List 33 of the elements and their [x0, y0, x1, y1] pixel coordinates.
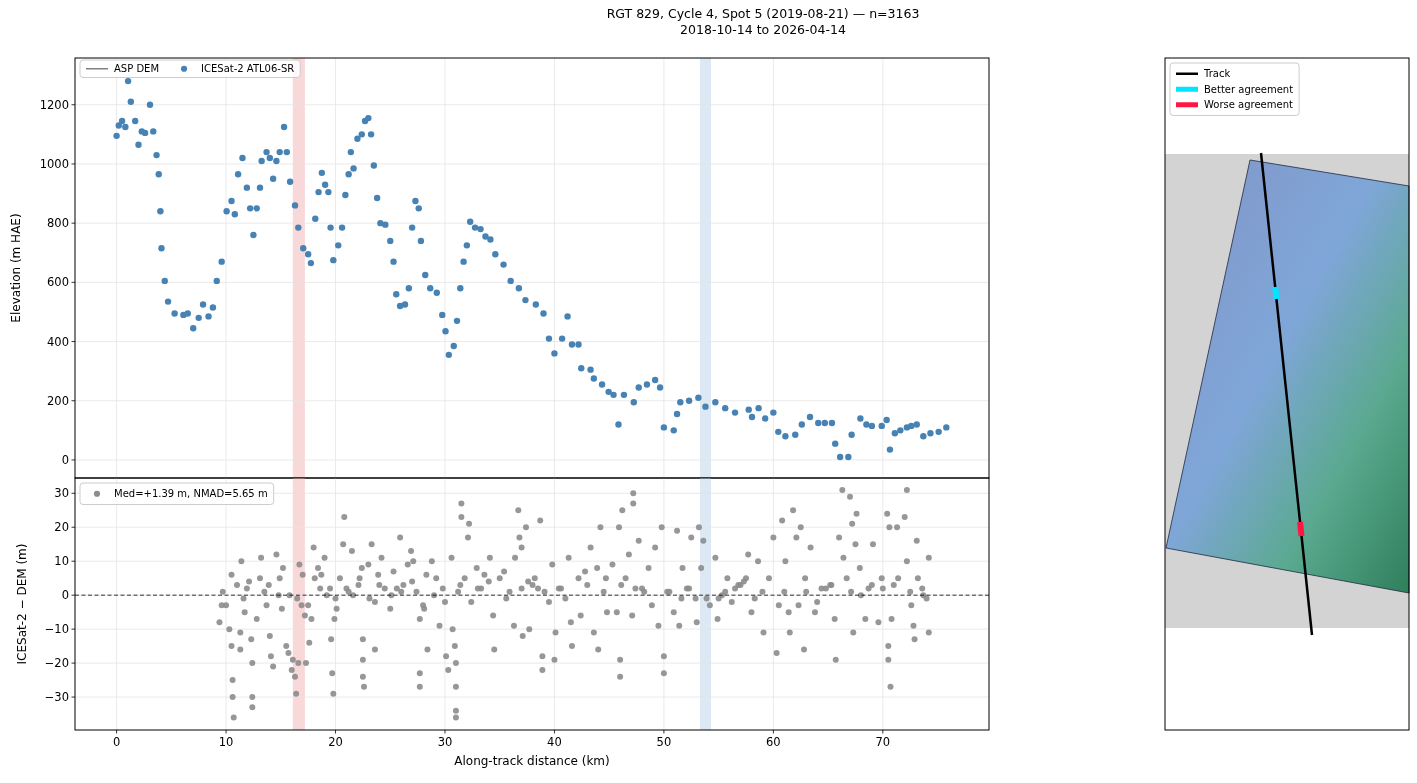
y-axis-title: ICESat-2 − DEM (m)	[15, 543, 30, 665]
y-tick-label: 200	[47, 393, 69, 408]
x-tick-label: 40	[547, 735, 562, 749]
y-tick-label: 30	[54, 486, 69, 501]
legend-label: Better agreement	[1204, 83, 1294, 95]
y-tick-label: 400	[47, 334, 69, 349]
y-tick-label: −30	[44, 690, 69, 705]
y-axis-title: Elevation (m HAE)	[9, 213, 24, 323]
x-tick-label: 0	[112, 735, 121, 749]
y-tick-label: 800	[47, 216, 69, 231]
y-tick-label: 1200	[39, 97, 69, 112]
x-tick-label: 60	[766, 735, 781, 749]
y-tick-label: 600	[47, 275, 69, 290]
legend-label: Med=+1.39 m, NMAD=5.65 m	[114, 488, 268, 500]
y-tick-label: 0	[61, 452, 69, 467]
y-tick-label: 20	[54, 520, 69, 535]
y-tick-label: −20	[44, 656, 69, 671]
legend-label: ICESat-2 ATL06-SR	[201, 63, 295, 75]
x-tick-label: 10	[218, 735, 234, 749]
y-tick-label: 10	[54, 554, 69, 569]
chart-title: RGT 829, Cycle 4, Spot 5 (2019-08-21) — n=3163	[606, 6, 920, 21]
x-tick-label: 50	[656, 735, 672, 749]
x-tick-label: 20	[328, 735, 343, 749]
legend-label: Worse agreement	[1204, 99, 1293, 111]
x-tick-label: 30	[437, 735, 453, 749]
y-tick-label: 1000	[39, 156, 69, 171]
x-axis-title: Along-track distance (km)	[454, 754, 610, 768]
legend-label: Track	[1203, 68, 1231, 80]
y-tick-label: 0	[61, 588, 69, 603]
y-tick-label: −10	[44, 622, 69, 637]
chart-subtitle: 2018-10-14 to 2026-04-14	[680, 22, 846, 37]
x-tick-label: 70	[875, 735, 891, 749]
legend-label: ASP DEM	[114, 63, 160, 75]
